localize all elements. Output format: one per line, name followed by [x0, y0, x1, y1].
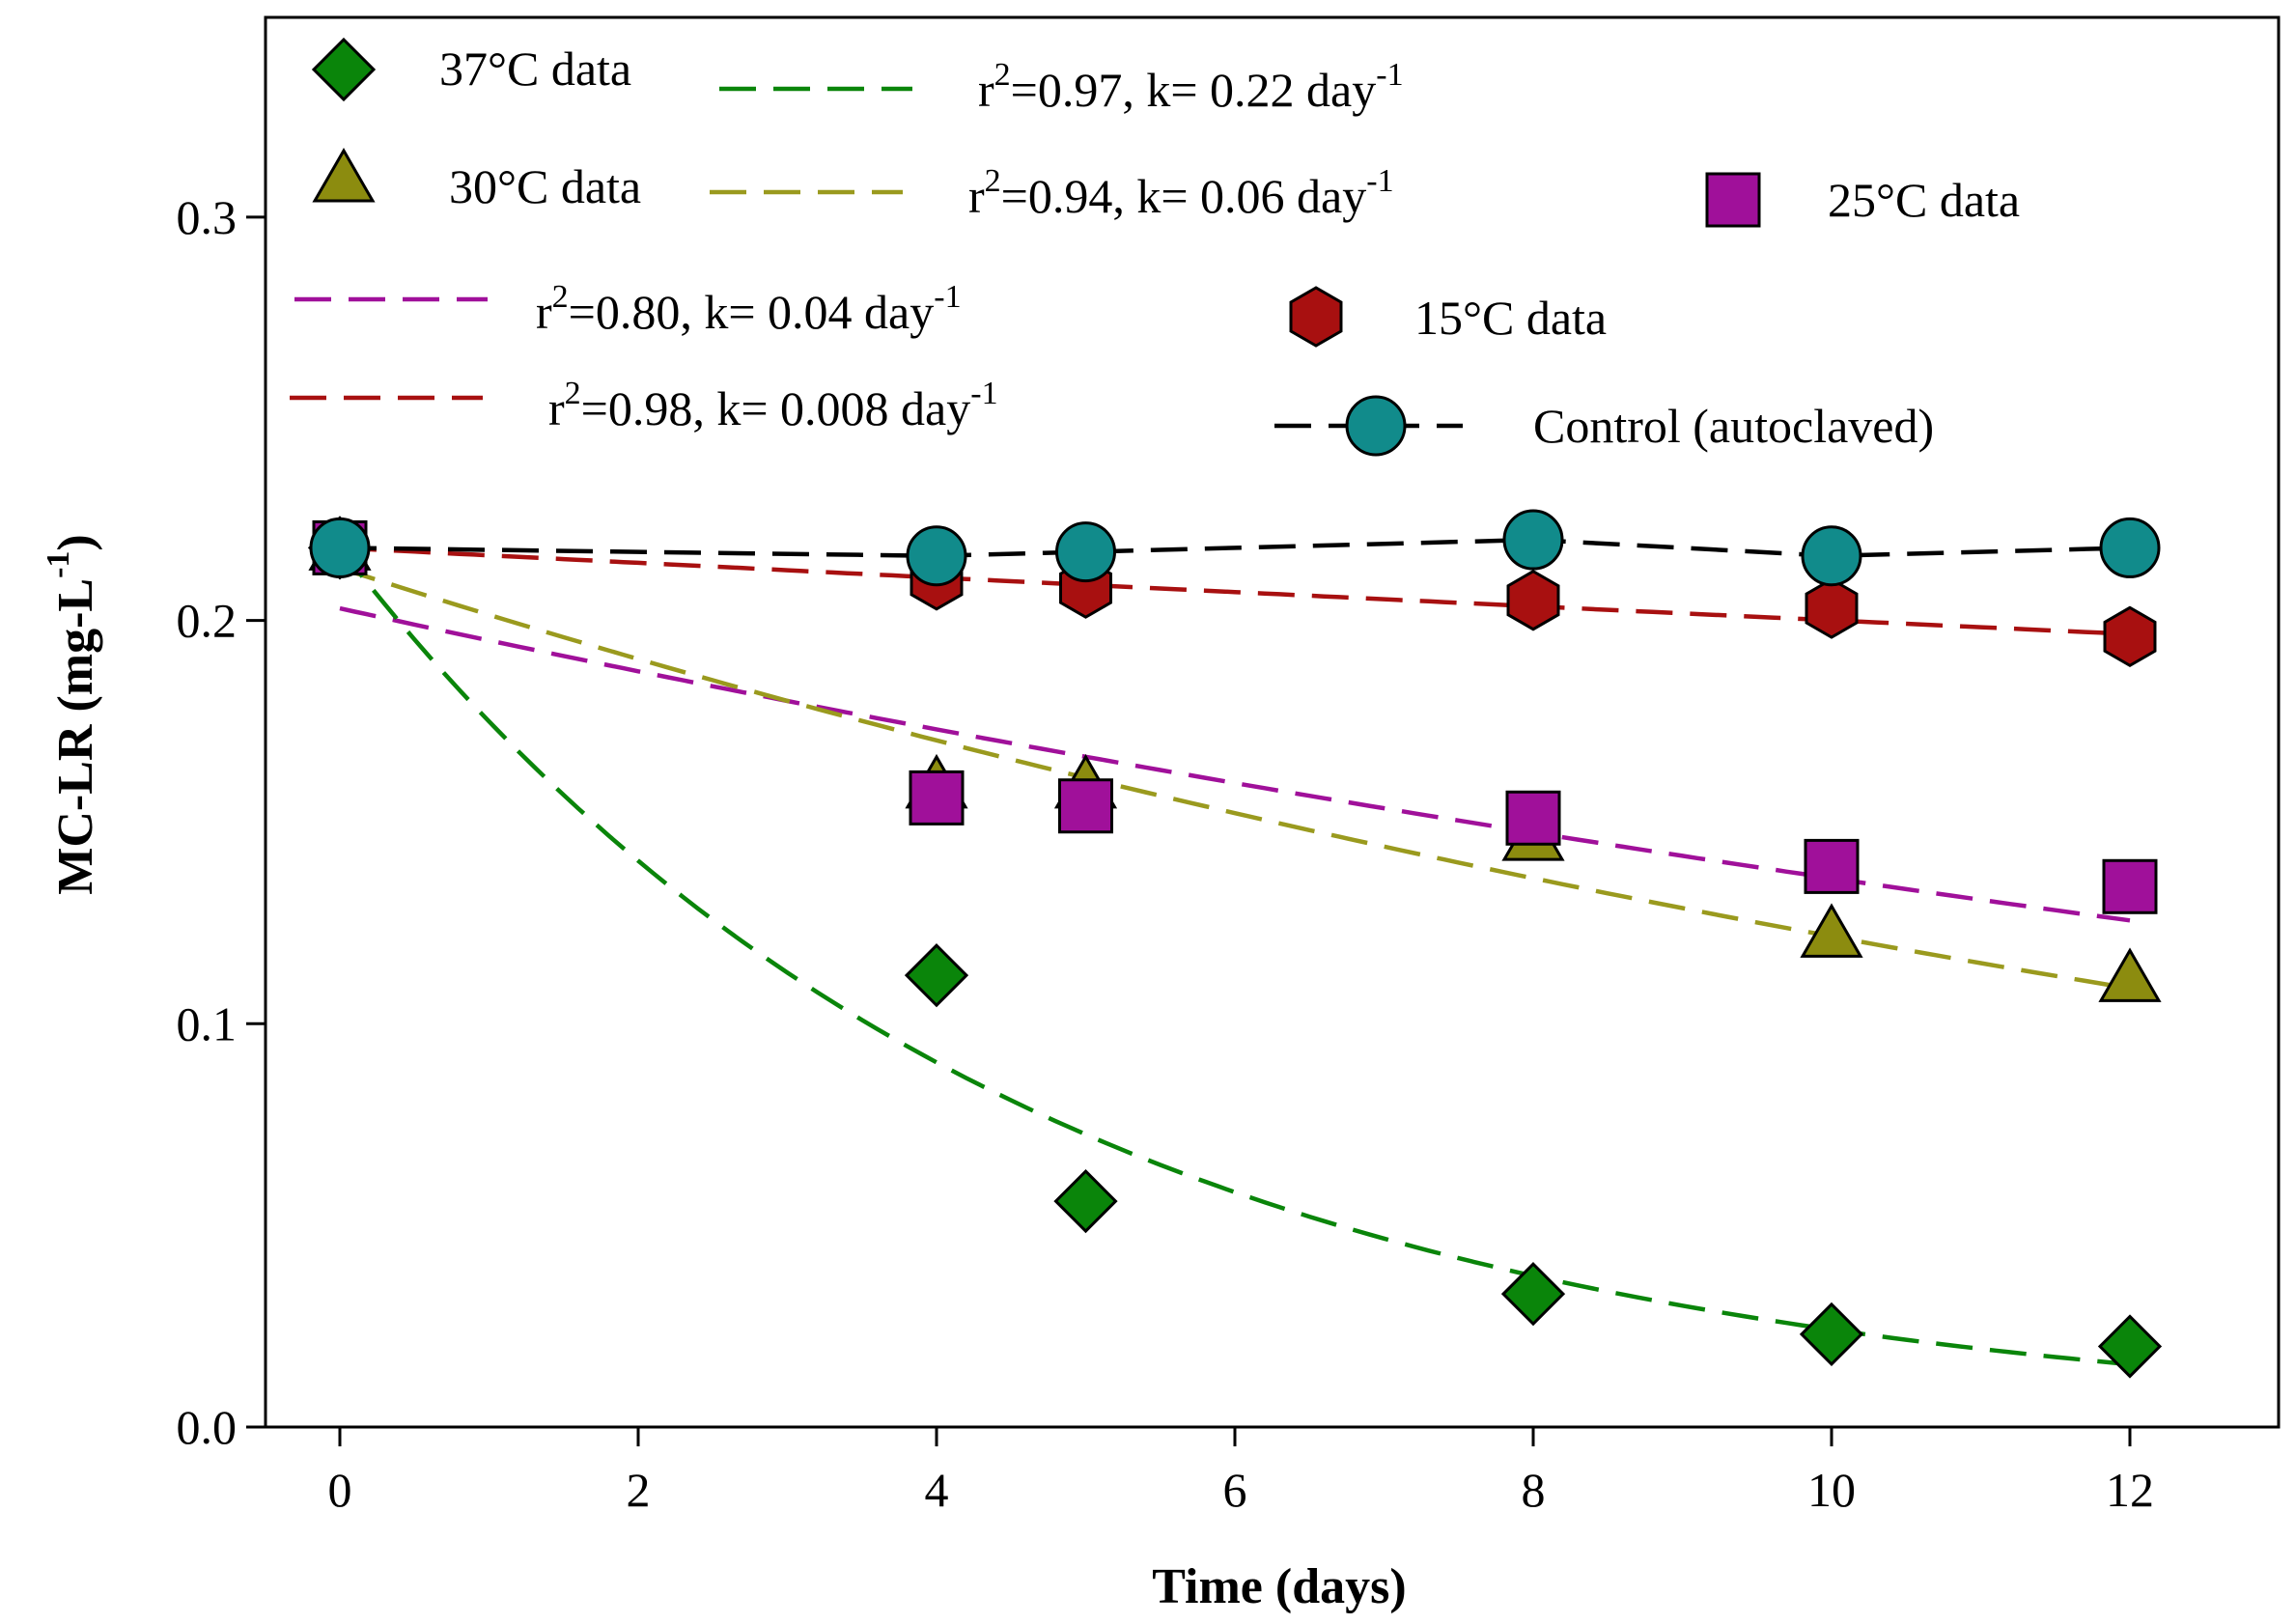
point-s25-4 — [1804, 838, 1860, 894]
y-tick-label-0: 0.0 — [177, 1400, 238, 1454]
point-s37-1 — [904, 943, 969, 1008]
point-s15-4 — [1805, 577, 1859, 639]
point-s25-5 — [2102, 858, 2158, 914]
legend-label-30: 30°C data — [449, 159, 641, 213]
control-line — [339, 537, 2131, 559]
x-axis: 0 2 4 6 8 10 12 — [328, 1427, 2154, 1517]
y-axis-title-close: ) — [48, 534, 103, 550]
legend-fit-37-part-0: r — [978, 63, 994, 117]
legend-marker-15 — [1289, 286, 1343, 348]
legend-label-15: 15°C data — [1414, 291, 1607, 345]
point-s25-2 — [1058, 778, 1113, 834]
point-s25-1 — [909, 770, 965, 826]
legend-fit-30: r2=0.94, k= 0.06 day-1 — [968, 163, 1394, 223]
legend-fit-30-part-2: =0.94, k= 0.06 day — [1001, 169, 1367, 223]
point-ctrl-5 — [2099, 517, 2161, 578]
x-tick-label-6: 6 — [1223, 1463, 1247, 1517]
legend-fit-37-part-1: 2 — [994, 57, 1011, 93]
legend-fit-25-part-1: 2 — [552, 279, 569, 315]
point-ctrl-0 — [309, 517, 371, 578]
legend-fit-37-part-3: -1 — [1376, 57, 1403, 93]
legend-marker-25 — [1705, 172, 1761, 228]
point-s37-4 — [1799, 1302, 1864, 1367]
legend: 37°C data r2=0.97, k= 0.22 day-130°C data… — [290, 37, 2020, 457]
y-tick-label-1: 0.1 — [177, 996, 238, 1050]
x-tick-label-10: 10 — [1807, 1463, 1856, 1517]
control-connect-line — [339, 537, 2131, 559]
point-s25-3 — [1505, 790, 1561, 846]
point-s15-5 — [2103, 605, 2157, 668]
legend-fit-25-part-2: =0.80, k= 0.04 day — [569, 285, 935, 339]
point-s30-4 — [1800, 903, 1863, 958]
legend-fit-15-part-2: =0.98, k= 0.008 day — [581, 381, 971, 435]
legend-label-control: Control (autoclaved) — [1533, 399, 1934, 453]
legend-marker-30 — [312, 147, 376, 203]
legend-fit-30-part-1: 2 — [985, 163, 1001, 199]
legend-fit-25-part-0: r — [536, 285, 552, 339]
point-ctrl-1 — [906, 525, 967, 587]
x-axis-title: Time (days) — [1152, 1559, 1406, 1614]
x-tick-label-0: 0 — [328, 1463, 352, 1517]
legend-fit-30-part-0: r — [968, 169, 985, 223]
y-tick-label-3: 0.3 — [177, 190, 238, 244]
point-s15-3 — [1506, 569, 1560, 631]
point-ctrl-3 — [1502, 509, 1564, 571]
point-s37-3 — [1500, 1262, 1566, 1327]
x-tick-label-12: 12 — [2106, 1463, 2154, 1517]
y-tick-label-2: 0.2 — [177, 594, 238, 648]
point-s37-2 — [1053, 1168, 1118, 1234]
legend-fit-30-part-3: -1 — [1366, 163, 1393, 199]
y-axis-title-main: MC-LR (mg-L — [48, 578, 103, 895]
point-s37-5 — [2097, 1314, 2163, 1379]
legend-marker-control — [1345, 395, 1407, 457]
plot-frame — [264, 15, 2281, 1429]
y-axis-title: MC-LR (mg-L-1) — [41, 534, 103, 894]
point-s30-5 — [2098, 947, 2162, 1002]
legend-label-25: 25°C data — [1828, 173, 2020, 227]
data-markers — [307, 509, 2163, 1379]
y-axis-title-sup: -1 — [41, 551, 76, 578]
legend-marker-37 — [311, 37, 377, 102]
point-ctrl-2 — [1055, 521, 1116, 583]
legend-label-37: 37°C data — [439, 42, 631, 96]
legend-fit-37: r2=0.97, k= 0.22 day-1 — [978, 57, 1404, 117]
legend-fit-15-part-1: 2 — [565, 376, 581, 411]
legend-fit-37-part-2: =0.97, k= 0.22 day — [1011, 63, 1377, 117]
y-axis: 0.0 0.1 0.2 0.3 — [177, 190, 266, 1454]
x-tick-label-2: 2 — [627, 1463, 651, 1517]
legend-fit-15-part-3: -1 — [970, 376, 997, 411]
legend-fit-15-part-0: r — [548, 381, 565, 435]
legend-fit-25: r2=0.80, k= 0.04 day-1 — [536, 279, 962, 339]
x-tick-label-4: 4 — [925, 1463, 949, 1517]
legend-fit-25-part-3: -1 — [934, 279, 961, 315]
x-tick-label-8: 8 — [1522, 1463, 1546, 1517]
point-ctrl-4 — [1801, 525, 1862, 587]
legend-fit-15: r2=0.98, k= 0.008 day-1 — [548, 376, 998, 435]
